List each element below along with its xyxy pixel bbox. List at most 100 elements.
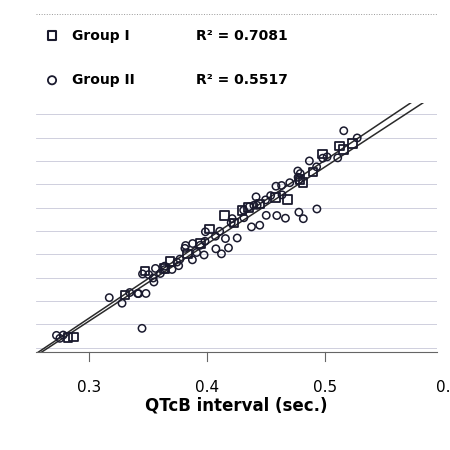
Point <box>234 234 241 242</box>
Point <box>267 192 274 199</box>
Point <box>324 153 331 161</box>
Point <box>149 274 157 282</box>
Point <box>310 168 317 176</box>
Point <box>295 209 302 216</box>
Point <box>282 215 289 222</box>
Point <box>279 191 286 198</box>
Point <box>173 258 180 265</box>
Point <box>181 245 189 252</box>
Point <box>212 245 220 252</box>
Point <box>240 207 248 214</box>
Text: 0.4: 0.4 <box>195 380 219 395</box>
Point <box>197 240 204 248</box>
Point <box>246 203 253 210</box>
Point <box>336 142 343 149</box>
Point <box>202 238 209 245</box>
Point <box>340 146 347 153</box>
Point <box>134 290 141 297</box>
Text: 0.: 0. <box>436 380 450 395</box>
Point <box>225 244 232 252</box>
Point <box>53 332 60 339</box>
Point <box>220 212 228 219</box>
Point <box>294 167 302 175</box>
Point <box>256 201 264 208</box>
Point <box>212 233 219 240</box>
Point <box>284 196 291 203</box>
Point <box>319 154 326 162</box>
Point <box>334 154 341 162</box>
Point <box>300 179 307 186</box>
Point <box>139 270 146 278</box>
Point <box>135 290 142 297</box>
Point <box>206 225 213 233</box>
Point <box>248 223 255 230</box>
Text: QTcB interval (sec.): QTcB interval (sec.) <box>145 396 328 414</box>
Point <box>354 135 361 142</box>
Point <box>59 332 67 339</box>
Point <box>145 271 152 278</box>
Point <box>300 215 307 222</box>
Point <box>49 76 56 84</box>
Text: Group II: Group II <box>72 73 135 87</box>
Point <box>193 249 200 256</box>
Point <box>319 150 326 158</box>
Point <box>278 182 285 189</box>
Point <box>313 205 320 212</box>
Point <box>349 140 356 147</box>
Point <box>252 193 260 200</box>
Point <box>189 240 196 247</box>
Point <box>202 228 209 235</box>
Point <box>222 235 229 242</box>
Point <box>142 290 149 297</box>
Point <box>273 212 280 219</box>
Point <box>294 174 302 181</box>
Text: Group I: Group I <box>72 29 130 43</box>
Point <box>70 333 77 341</box>
Point <box>250 202 257 209</box>
Point <box>49 32 56 39</box>
Point <box>152 265 159 272</box>
Point <box>141 267 149 274</box>
Text: R² = 0.7081: R² = 0.7081 <box>196 29 288 43</box>
Point <box>272 183 279 190</box>
Point <box>297 176 304 183</box>
Point <box>175 262 182 269</box>
Point <box>56 335 63 342</box>
Point <box>229 215 236 222</box>
Point <box>238 207 245 214</box>
Text: R² = 0.5517: R² = 0.5517 <box>196 73 288 87</box>
Point <box>297 170 304 177</box>
Point <box>106 294 113 301</box>
Point <box>218 250 225 257</box>
Point <box>176 256 184 263</box>
Point <box>263 212 270 219</box>
Point <box>161 266 168 273</box>
Point <box>189 256 196 263</box>
Text: 0.3: 0.3 <box>77 380 101 395</box>
Point <box>286 179 293 186</box>
Point <box>313 163 320 171</box>
Point <box>184 251 191 258</box>
Point <box>182 242 189 249</box>
Point <box>126 289 133 296</box>
Point <box>201 252 208 259</box>
Point <box>253 202 261 209</box>
Point <box>166 258 174 265</box>
Point <box>306 158 313 165</box>
Point <box>118 300 126 307</box>
Point <box>139 325 146 332</box>
Point <box>64 334 72 341</box>
Point <box>340 127 347 135</box>
Point <box>295 177 302 184</box>
Point <box>168 266 176 273</box>
Point <box>272 194 279 201</box>
Point <box>228 219 235 226</box>
Point <box>245 204 252 212</box>
Point <box>216 228 223 235</box>
Point <box>161 265 168 272</box>
Point <box>197 242 204 249</box>
Point <box>161 262 168 270</box>
Point <box>262 196 269 203</box>
Text: 0.5: 0.5 <box>313 380 337 395</box>
Point <box>121 292 128 299</box>
